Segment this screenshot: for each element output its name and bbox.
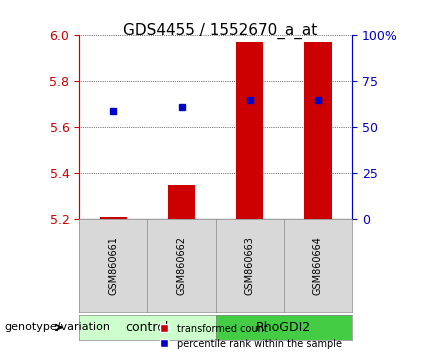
Text: GSM860663: GSM860663 [245,236,255,295]
Bar [236,42,264,219]
Text: GDS4455 / 1552670_a_at: GDS4455 / 1552670_a_at [123,23,317,39]
Bar [304,42,332,219]
Text: GSM860662: GSM860662 [176,236,187,295]
Text: RhoGDI2: RhoGDI2 [256,321,312,334]
Text: control: control [126,321,169,334]
Bar [99,217,127,219]
Bar [168,185,195,219]
Text: GSM860661: GSM860661 [108,236,118,295]
Legend: transformed count, percentile rank within the sample: transformed count, percentile rank withi… [156,320,346,353]
Text: genotype/variation: genotype/variation [4,322,110,332]
Text: GSM860664: GSM860664 [313,236,323,295]
